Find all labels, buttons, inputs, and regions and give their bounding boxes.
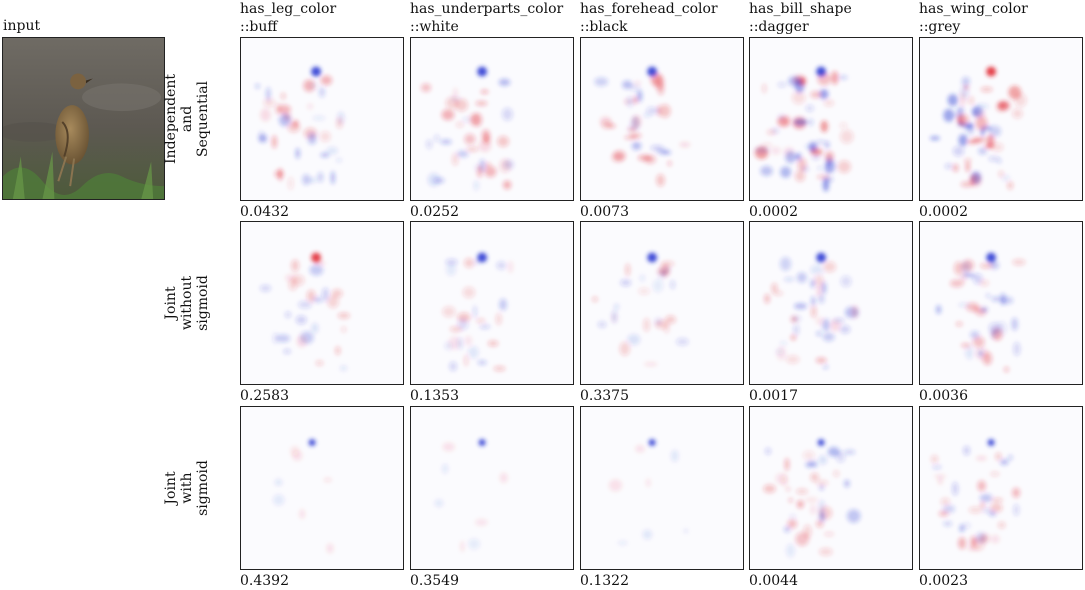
saliency-map bbox=[580, 37, 744, 201]
saliency-map bbox=[240, 37, 404, 201]
saliency-map bbox=[410, 221, 574, 385]
saliency-map bbox=[240, 406, 404, 570]
column-header-2: has_forehead_color::black bbox=[580, 1, 718, 35]
concept-score: 0.0017 bbox=[749, 388, 798, 404]
concept-score: 0.0432 bbox=[240, 204, 289, 220]
input-bird-photo bbox=[2, 37, 165, 200]
saliency-map bbox=[919, 406, 1083, 570]
concept-score: 0.0044 bbox=[749, 573, 798, 589]
concept-score: 0.0252 bbox=[410, 204, 459, 220]
concept-score: 0.0073 bbox=[580, 204, 629, 220]
saliency-map bbox=[410, 406, 574, 570]
row-label-0: Independent and Sequential bbox=[163, 74, 211, 164]
row-label-1: Joint without sigmoid bbox=[163, 275, 211, 331]
concept-score: 0.1322 bbox=[580, 573, 629, 589]
concept-score: 0.0036 bbox=[919, 388, 968, 404]
saliency-map bbox=[410, 37, 574, 201]
concept-score: 0.1353 bbox=[410, 388, 459, 404]
concept-score: 0.4392 bbox=[240, 573, 289, 589]
saliency-map bbox=[749, 37, 913, 201]
column-header-3: has_bill_shape::dagger bbox=[749, 1, 852, 35]
saliency-map bbox=[580, 221, 744, 385]
concept-score: 0.0002 bbox=[749, 204, 798, 220]
concept-score: 0.3549 bbox=[410, 573, 459, 589]
saliency-map bbox=[240, 221, 404, 385]
saliency-map bbox=[919, 37, 1083, 201]
concept-score: 0.0002 bbox=[919, 204, 968, 220]
column-header-0: has_leg_color::buff bbox=[240, 1, 337, 35]
saliency-map bbox=[749, 406, 913, 570]
row-label-2: Joint with sigmoid bbox=[163, 460, 211, 516]
concept-score: 0.0023 bbox=[919, 573, 968, 589]
concept-score: 0.2583 bbox=[240, 388, 289, 404]
saliency-map bbox=[580, 406, 744, 570]
saliency-map bbox=[749, 221, 913, 385]
input-label: input bbox=[3, 18, 41, 34]
saliency-map bbox=[919, 221, 1083, 385]
concept-score: 0.3375 bbox=[580, 388, 629, 404]
column-header-1: has_underparts_color::white bbox=[410, 1, 564, 35]
column-header-4: has_wing_color::grey bbox=[919, 1, 1028, 35]
